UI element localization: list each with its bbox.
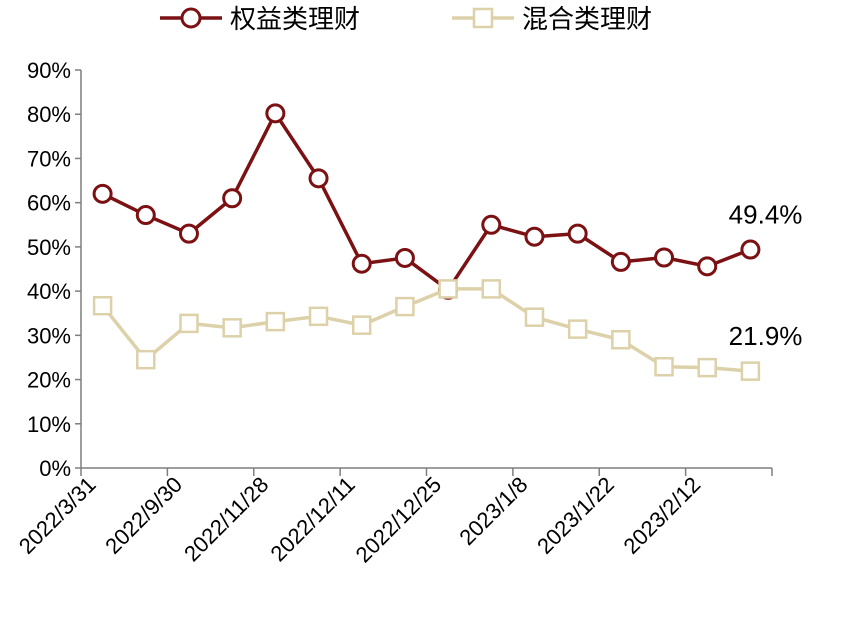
y-axis-ticks: 0% 10% 20% 30% 40% 50% 60% 70% 80% 90% (27, 58, 81, 481)
data-point (92, 295, 113, 316)
data-point (265, 103, 286, 124)
y-tick-label: 30% (27, 323, 71, 348)
data-point (611, 330, 631, 350)
y-tick-label: 10% (27, 412, 71, 437)
data-point (481, 279, 502, 299)
y-tick-label: 70% (27, 146, 71, 171)
data-point (395, 296, 415, 317)
x-tick-label: 2022/3/31 (14, 472, 101, 559)
end-value-label: 21.9% (729, 321, 803, 351)
data-point (135, 205, 156, 226)
series-line (101, 111, 752, 292)
data-point (308, 306, 329, 327)
data-point (394, 247, 415, 268)
data-point (567, 223, 588, 244)
data-point (351, 315, 372, 335)
series-line (101, 287, 751, 373)
data-point (222, 188, 243, 209)
legend-item-mixed: 混合类理财 (452, 5, 652, 35)
x-tick-label: 2023/2/12 (618, 472, 705, 559)
data-point (481, 214, 502, 235)
data-point (136, 349, 156, 370)
data-point (654, 356, 674, 377)
legend-marker-equity (180, 7, 202, 29)
data-point (524, 307, 545, 327)
series-mixed (92, 279, 761, 381)
data-point (567, 319, 588, 339)
y-tick-label: 40% (27, 279, 71, 304)
y-tick-label: 90% (27, 58, 71, 83)
data-point (524, 226, 545, 247)
x-tick-label: 2022/12/25 (351, 472, 447, 568)
data-point (610, 251, 631, 272)
legend: 权益类理财 混合类理财 (160, 5, 652, 35)
data-point (178, 223, 199, 244)
data-point (308, 168, 329, 189)
y-tick-label: 0% (39, 456, 71, 481)
data-point (351, 253, 372, 274)
x-tick-label: 2022/11/28 (179, 472, 273, 566)
data-point (740, 239, 761, 260)
data-point (222, 318, 242, 338)
data-point (92, 183, 113, 204)
y-tick-label: 20% (27, 368, 71, 393)
series-equity (92, 103, 761, 300)
legend-label-mixed: 混合类理财 (522, 5, 652, 35)
annotations: 49.4% 21.9% (729, 200, 803, 352)
data-point (740, 361, 761, 381)
x-tick-label: 2023/1/22 (532, 472, 619, 559)
legend-item-equity: 权益类理财 (160, 5, 360, 35)
y-tick-label: 50% (27, 235, 71, 260)
y-tick-label: 60% (27, 191, 71, 216)
x-tick-label: 2022/12/11 (265, 472, 359, 566)
data-point (438, 279, 458, 299)
x-tick-label: 2023/1/8 (454, 472, 532, 550)
y-tick-label: 80% (27, 102, 71, 127)
data-point (265, 311, 286, 332)
data-point (697, 357, 717, 378)
end-value-label: 49.4% (729, 200, 803, 230)
data-point (179, 313, 199, 334)
series-layer (92, 103, 761, 381)
data-point (697, 256, 718, 277)
legend-marker-mixed (472, 7, 494, 29)
x-tick-label: 2022/9/30 (100, 472, 187, 559)
data-point (654, 247, 675, 268)
legend-label-equity: 权益类理财 (230, 5, 360, 35)
x-axis-ticks: 2022/3/31 2022/9/302022/11/282022/12/1120… (14, 468, 773, 568)
